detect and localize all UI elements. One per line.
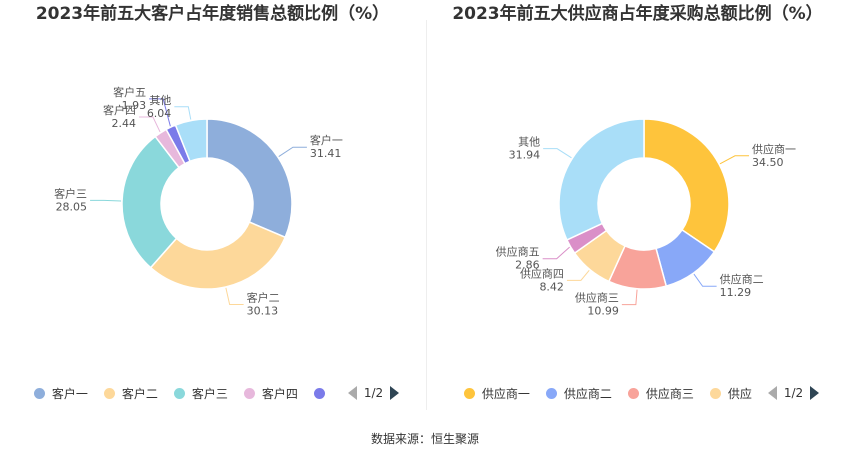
slice-label-value-1: 34.50 <box>752 156 784 169</box>
customer-chart-panel: 2023年前五大客户占年度销售总额比例（%） 客户一 31.41 客户二 30.13 客… <box>0 0 425 420</box>
legend-next-arrow-icon[interactable] <box>390 386 400 400</box>
legend-label: 客户四 <box>261 386 298 401</box>
slice-label-name-6: 其他 <box>149 94 171 107</box>
supplier-legend: 供应商一 供应商二 供应商三 供应 1/2 <box>425 384 850 402</box>
slice-label-name-3: 客户三 <box>54 186 87 200</box>
legend-dot-icon <box>463 387 475 399</box>
slice-label-value-3: 28.05 <box>56 200 88 213</box>
leader-line-6 <box>543 148 572 159</box>
legend-next-arrow-icon[interactable] <box>810 386 820 400</box>
legend-page-indicator: 1/2 <box>363 386 384 400</box>
legend-item-1[interactable]: 客户一 <box>33 385 88 402</box>
slice-1[interactable] <box>206 118 293 239</box>
leader-line-3 <box>90 199 122 202</box>
customer-chart-title: 2023年前五大客户占年度销售总额比例（%） <box>35 4 390 24</box>
legend-item-3[interactable]: 供应商三 <box>627 385 694 402</box>
slice-label-value-6: 6.04 <box>147 107 172 120</box>
legend-label: 供应商二 <box>563 386 612 401</box>
slice-label-value-4: 2.44 <box>111 117 136 130</box>
legend-dot-icon <box>33 387 45 399</box>
slice-label-name-5: 供应商五 <box>496 245 540 259</box>
legend-pager: 1/2 <box>767 386 820 400</box>
slice-label-name-4: 客户四 <box>103 103 136 117</box>
legend-label: 客户三 <box>191 386 228 401</box>
legend-dot-icon <box>313 387 325 399</box>
slice-label-name-4: 供应商四 <box>520 266 564 280</box>
legend-dot-icon <box>103 387 115 399</box>
legend-item-2[interactable]: 供应商二 <box>545 385 612 402</box>
legend-prev-arrow-icon[interactable] <box>347 386 357 400</box>
leader-line-4 <box>566 269 590 281</box>
legend-label: 供应 <box>727 386 752 401</box>
slice-label-name-5: 客户五 <box>113 85 146 99</box>
legend-label: 供应商一 <box>481 386 530 401</box>
legend-pager: 1/2 <box>347 386 400 400</box>
leader-line-1 <box>278 146 307 157</box>
slice-label-value-1: 31.41 <box>310 147 342 160</box>
leader-line-6 <box>174 106 192 120</box>
legend-item-4[interactable]: 供应 <box>709 385 752 402</box>
legend-label: 客户一 <box>51 386 88 401</box>
slice-label-value-2: 11.29 <box>720 286 752 299</box>
supplier-chart-title: 2023年前五大供应商占年度采购总额比例（%） <box>452 4 823 24</box>
slice-3[interactable] <box>121 135 181 269</box>
slice-label-name-1: 供应商一 <box>752 142 796 156</box>
legend-item-4[interactable]: 客户四 <box>243 385 298 402</box>
slice-label-value-5: 2.86 <box>515 259 540 272</box>
legend-dot-icon <box>243 387 255 399</box>
legend-dot-icon <box>627 387 639 399</box>
data-source-footer: 数据来源：恒生聚源 <box>370 432 479 446</box>
legend-dot-icon <box>173 387 185 399</box>
leader-line-2 <box>693 273 717 287</box>
legend-item-3[interactable]: 客户三 <box>173 385 228 402</box>
legend-item-1[interactable]: 供应商一 <box>463 385 530 402</box>
leader-line-3 <box>621 289 638 306</box>
leader-line-4 <box>138 116 161 133</box>
slice-label-value-6: 31.94 <box>509 149 541 162</box>
leader-line-5 <box>149 98 171 127</box>
panel-divider <box>426 20 427 410</box>
legend-label: 客户二 <box>121 386 158 401</box>
legend-dot-icon <box>709 387 721 399</box>
legend-label: 供应商三 <box>645 386 694 401</box>
slice-label-value-2: 30.13 <box>247 304 279 317</box>
slice-label-name-2: 供应商二 <box>720 272 764 286</box>
slice-label-name-3: 供应商三 <box>575 291 619 305</box>
supplier-chart-panel: 2023年前五大供应商占年度采购总额比例（%） 供应商一 34.50 供应商二 11.… <box>425 0 850 420</box>
slice-1[interactable] <box>643 118 730 253</box>
legend-prev-arrow-icon[interactable] <box>767 386 777 400</box>
slice-label-value-5: 1.93 <box>122 99 147 112</box>
leader-line-2 <box>225 287 244 305</box>
slice-label-value-4: 8.42 <box>539 280 564 293</box>
slice-label-value-3: 10.99 <box>587 305 619 318</box>
legend-page-indicator: 1/2 <box>783 386 804 400</box>
customer-legend: 客户一 客户二 客户三 客户四 1/2 <box>0 384 425 402</box>
slice-label-name-1: 客户一 <box>310 133 343 147</box>
legend-item-2[interactable]: 客户二 <box>103 385 158 402</box>
leader-line-5 <box>542 246 570 260</box>
slice-6[interactable] <box>174 118 208 163</box>
legend-dot-icon <box>545 387 557 399</box>
slice-label-name-6: 其他 <box>518 136 540 149</box>
slice-2[interactable] <box>149 221 287 290</box>
slice-label-name-2: 客户二 <box>247 290 280 304</box>
slice-6[interactable] <box>558 118 645 241</box>
legend-item-5[interactable] <box>313 387 332 399</box>
leader-line-1 <box>719 155 750 165</box>
